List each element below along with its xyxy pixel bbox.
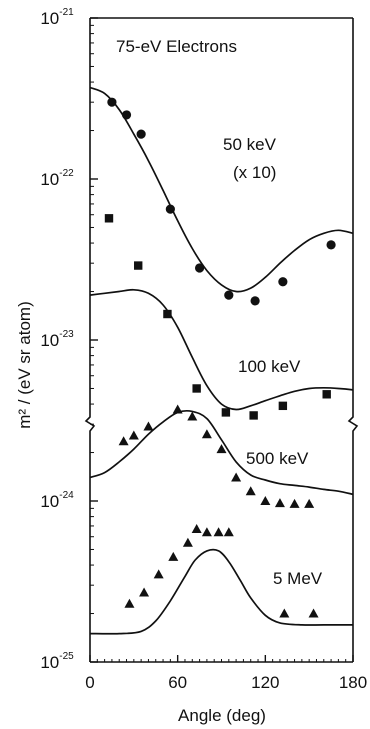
data-point-triangle: [201, 527, 212, 537]
y-axis-line: [84, 18, 96, 662]
data-point-circle: [278, 277, 288, 287]
data-point-square: [221, 408, 231, 417]
data-point-square: [104, 214, 114, 223]
x-tick-label: 180: [339, 673, 367, 692]
y-tick-label: 10-24: [40, 490, 74, 511]
series-label-100kev: 100 keV: [238, 357, 301, 376]
data-point-triangle: [223, 527, 234, 537]
data-point-triangle: [279, 608, 290, 618]
series-label-50kev-factor: (x 10): [233, 163, 276, 182]
data-point-square: [322, 390, 331, 399]
data-point-triangle: [231, 472, 242, 482]
theory-curves: [89, 86, 354, 635]
data-point-triangle: [308, 608, 319, 618]
x-axis-title: Angle (deg): [178, 706, 266, 725]
theory-curve-3: [89, 548, 353, 635]
data-point-triangle: [172, 404, 183, 414]
data-point-square: [249, 411, 258, 420]
chart-title: 75-eV Electrons: [116, 37, 237, 56]
data-point-circle: [121, 110, 132, 120]
data-point-triangle: [201, 429, 212, 439]
data-point-circle: [165, 204, 175, 214]
theory-curve-2: [89, 409, 354, 496]
series-label-500kev: 500 keV: [246, 449, 309, 468]
data-point-triangle: [153, 569, 164, 579]
data-point-triangle: [245, 486, 256, 496]
data-point-triangle: [118, 436, 129, 446]
data-point-circle: [136, 129, 146, 139]
data-point-triangle: [182, 537, 193, 547]
data-point-triangle: [191, 524, 202, 534]
data-point-square: [163, 309, 172, 319]
y-tick-label: 10-25: [40, 651, 74, 672]
series-label-50kev: 50 keV: [223, 135, 277, 154]
data-point-square: [278, 401, 288, 411]
data-point-triangle: [289, 498, 300, 508]
data-point-triangle: [143, 421, 154, 431]
y-tick-label: 10-22: [40, 168, 74, 189]
y-axis-title: m² / (eV sr atom): [15, 301, 34, 429]
data-point-triangle: [216, 444, 227, 454]
y-tick-label: 10-21: [40, 7, 74, 28]
data-point-circle: [224, 290, 234, 300]
data-point-circle: [107, 97, 117, 107]
data-point-triangle: [260, 496, 271, 505]
data-point-triangle: [124, 598, 135, 608]
data-point-square: [192, 384, 201, 393]
x-tick-label: 120: [251, 673, 279, 692]
data-point-circle: [326, 240, 336, 250]
data-point-triangle: [213, 527, 224, 537]
data-point-circle: [194, 263, 205, 273]
theory-curve-1: [89, 288, 354, 411]
data-point-triangle: [274, 498, 285, 508]
y-tick-label: 10-23: [40, 329, 74, 350]
data-point-triangle: [168, 551, 179, 561]
theory-curve-0: [89, 86, 354, 293]
data-point-triangle: [128, 430, 139, 440]
series-label-5mev: 5 MeV: [273, 569, 323, 588]
data-point-square: [134, 261, 143, 270]
data-markers: [104, 97, 336, 618]
data-point-triangle: [187, 411, 198, 421]
axis-ticks: 0 60 120 180 10-21 10-22 10-23 10-24 10-25: [40, 7, 367, 692]
x-tick-label: 0: [85, 673, 94, 692]
x-tick-label: 60: [168, 673, 187, 692]
data-point-circle: [250, 296, 260, 306]
data-point-triangle: [139, 587, 150, 597]
plot-right-edge: [347, 18, 359, 662]
data-point-triangle: [304, 498, 315, 508]
